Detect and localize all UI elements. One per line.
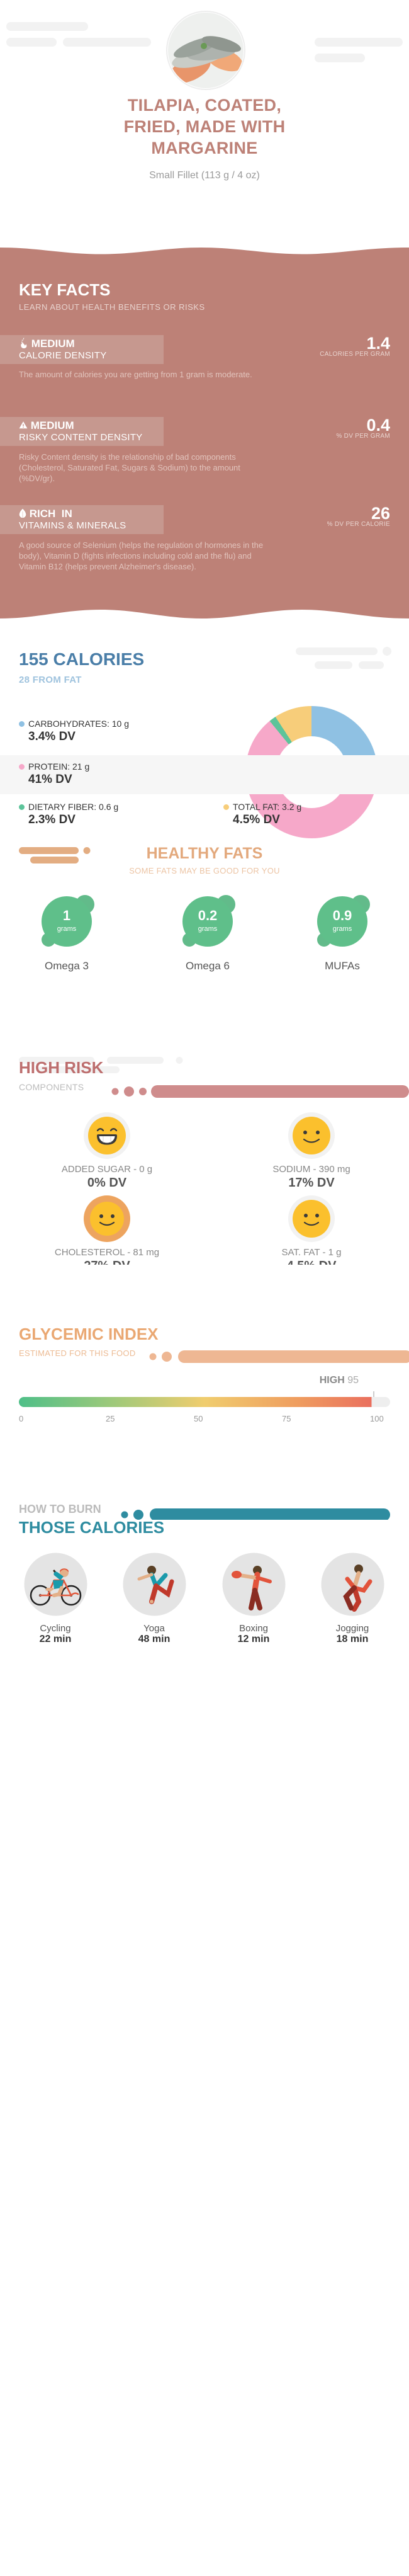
svg-text:1: 1 xyxy=(63,908,70,923)
svg-text:grams: grams xyxy=(333,925,352,933)
svg-text:grams: grams xyxy=(198,925,218,933)
svg-text:0.9: 0.9 xyxy=(333,908,352,923)
svg-text:grams: grams xyxy=(57,925,77,933)
svg-text:0.2: 0.2 xyxy=(198,908,218,923)
